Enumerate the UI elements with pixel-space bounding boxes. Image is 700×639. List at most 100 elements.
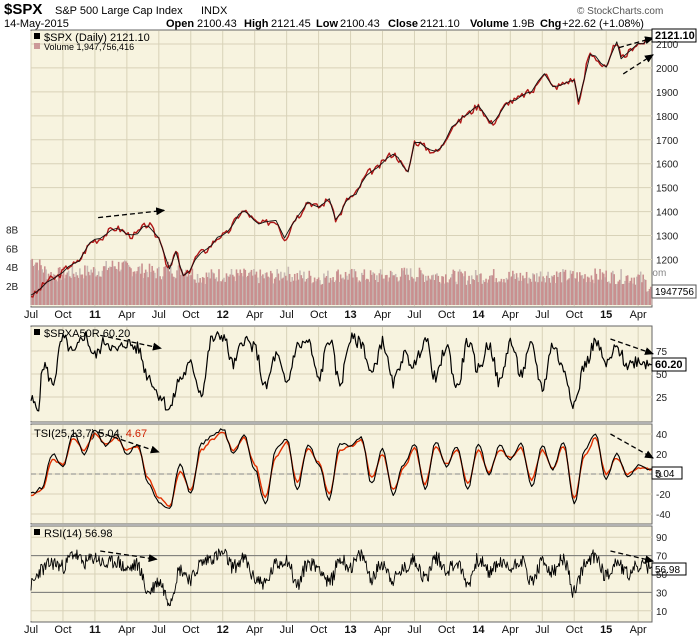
x-tick-label: Jul bbox=[535, 624, 549, 636]
tsi-2011-trend-arrow bbox=[97, 431, 160, 454]
y-tick-label: 50 bbox=[656, 570, 668, 581]
rsi-legend-text: RSI(14) 56.98 bbox=[44, 528, 112, 540]
y-tick-label: 40 bbox=[656, 430, 668, 441]
high-label: High bbox=[244, 18, 269, 30]
volume-last-value: 1947756 bbox=[655, 287, 694, 298]
exchange-label: INDX bbox=[201, 5, 228, 17]
volume-label: Volume bbox=[470, 18, 509, 30]
volume-tick-label: 2B bbox=[6, 282, 19, 293]
y-tick-label: 10 bbox=[656, 607, 668, 618]
x-tick-label: 15 bbox=[600, 624, 612, 636]
x-tick-label: Oct bbox=[438, 624, 455, 636]
y-tick-label: 1200 bbox=[656, 256, 679, 267]
x-tick-label: Apr bbox=[118, 624, 135, 636]
breadth-legend-text: $SPXA50R 60.20 bbox=[44, 328, 130, 340]
x-tick-label: Jul bbox=[280, 624, 294, 636]
trend-arrows bbox=[97, 36, 655, 564]
x-tick-label: Apr bbox=[246, 624, 263, 636]
x-tick-label: Jul bbox=[280, 309, 294, 321]
y-tick-label: 1600 bbox=[656, 160, 679, 171]
x-tick-label: Apr bbox=[630, 624, 647, 636]
y-tick-label: 2100 bbox=[656, 40, 679, 51]
high-value: 2121.45 bbox=[271, 18, 311, 30]
x-tick-label: 11 bbox=[89, 309, 101, 321]
volume-last-flag: 1947756 bbox=[651, 284, 697, 299]
x-tick-label: 12 bbox=[217, 624, 229, 636]
tsi-last-flag: 5.04 bbox=[651, 466, 683, 480]
x-tick-label: Oct bbox=[566, 309, 583, 321]
x-tick-label: Apr bbox=[502, 309, 519, 321]
rsi-last-value: 56.98 bbox=[655, 565, 680, 576]
close-value: 2121.10 bbox=[420, 18, 460, 30]
x-tick-label: Jul bbox=[152, 309, 166, 321]
x-tick-label: Oct bbox=[54, 624, 71, 636]
series-lines bbox=[30, 37, 653, 607]
volume-tick-label: 6B bbox=[6, 244, 19, 255]
x-tick-label: Apr bbox=[502, 624, 519, 636]
y-tick-label: 75 bbox=[656, 347, 668, 358]
price-lower-trend-arrow bbox=[622, 54, 654, 75]
rsi-2011-trend-arrow bbox=[100, 550, 158, 563]
x-tick-label: 13 bbox=[344, 624, 356, 636]
y-tick-label: 70 bbox=[656, 552, 668, 563]
x-tick-label: Oct bbox=[566, 624, 583, 636]
rsi-2015-trend-arrow bbox=[610, 550, 655, 564]
spxa50r-line bbox=[30, 331, 653, 412]
y-tick-label: -40 bbox=[656, 510, 671, 521]
price-legend: $SPX (Daily) 2121.10 Volume 1,947,756,41… bbox=[34, 32, 150, 52]
x-tick-label: Jul bbox=[407, 309, 421, 321]
x-tick-label: Oct bbox=[182, 624, 199, 636]
spx-price-shadow-line bbox=[30, 38, 653, 296]
x-tick-label: 15 bbox=[600, 309, 612, 321]
x-tick-label: 11 bbox=[89, 624, 101, 636]
x-tick-label: Jul bbox=[24, 309, 38, 321]
rsi-legend: RSI(14) 56.98 bbox=[34, 528, 112, 540]
x-tick-label: 14 bbox=[472, 624, 485, 636]
y-tick-label: 1800 bbox=[656, 112, 679, 123]
tsi-legend-label: TSI(25,13,7) 5.04, 4.67 bbox=[34, 428, 147, 440]
low-value: 2100.43 bbox=[340, 18, 380, 30]
x-tick-label: Oct bbox=[310, 309, 327, 321]
y-tick-label: 1400 bbox=[656, 208, 679, 219]
price-upper-trend-arrow bbox=[618, 36, 655, 49]
x-tick-label: Apr bbox=[374, 309, 391, 321]
chg-label: Chg bbox=[540, 18, 561, 30]
symbol-title: $SPX bbox=[4, 1, 42, 18]
volume-tick-label: 4B bbox=[6, 263, 19, 274]
volume-tick-label: 8B bbox=[6, 225, 19, 236]
breadth-legend: $SPXA50R 60.20 bbox=[34, 328, 130, 340]
price-2011-trend-arrow bbox=[98, 207, 166, 219]
x-tick-label: Oct bbox=[438, 309, 455, 321]
x-tick-label: Jul bbox=[24, 624, 38, 636]
y-tick-label: 30 bbox=[656, 588, 668, 599]
open-label: Open bbox=[166, 18, 194, 30]
volume-legend-text: Volume 1,947,756,416 bbox=[44, 42, 134, 52]
x-tick-label: Oct bbox=[54, 309, 71, 321]
spx-price-line bbox=[30, 37, 653, 298]
low-label: Low bbox=[316, 18, 338, 30]
tsi-line bbox=[30, 428, 652, 509]
x-tick-label: Jul bbox=[535, 309, 549, 321]
x-tick-label: Jul bbox=[407, 624, 421, 636]
y-tick-label: 25 bbox=[656, 393, 668, 404]
tsi-legend-value: 5.04 bbox=[98, 428, 119, 440]
price-panel bbox=[30, 29, 653, 308]
volume-value: 1.9B bbox=[512, 18, 535, 30]
quote-date: 14-May-2015 bbox=[4, 18, 69, 30]
volume-bars bbox=[30, 258, 653, 305]
y-tick-label: 2000 bbox=[656, 64, 679, 75]
y-tick-label: 1300 bbox=[656, 232, 679, 243]
tsi-signal-value: 4.67 bbox=[126, 428, 147, 440]
y-tick-label: 1700 bbox=[656, 136, 679, 147]
rsi-last-flag: 56.98 bbox=[651, 562, 687, 576]
tsi-2015-trend-arrow bbox=[610, 433, 654, 459]
y-tick-label: 1900 bbox=[656, 88, 679, 99]
x-tick-label: Apr bbox=[630, 309, 647, 321]
chg-value: +22.62 (+1.08%) bbox=[562, 18, 644, 30]
tsi-legend: TSI(25,13,7) 5.04, 4.67 bbox=[34, 428, 147, 440]
tsi-last-value: 5.04 bbox=[655, 469, 675, 480]
x-tick-label: Apr bbox=[246, 309, 263, 321]
price-last-value: 2121.10 bbox=[655, 30, 695, 42]
close-label: Close bbox=[388, 18, 418, 30]
